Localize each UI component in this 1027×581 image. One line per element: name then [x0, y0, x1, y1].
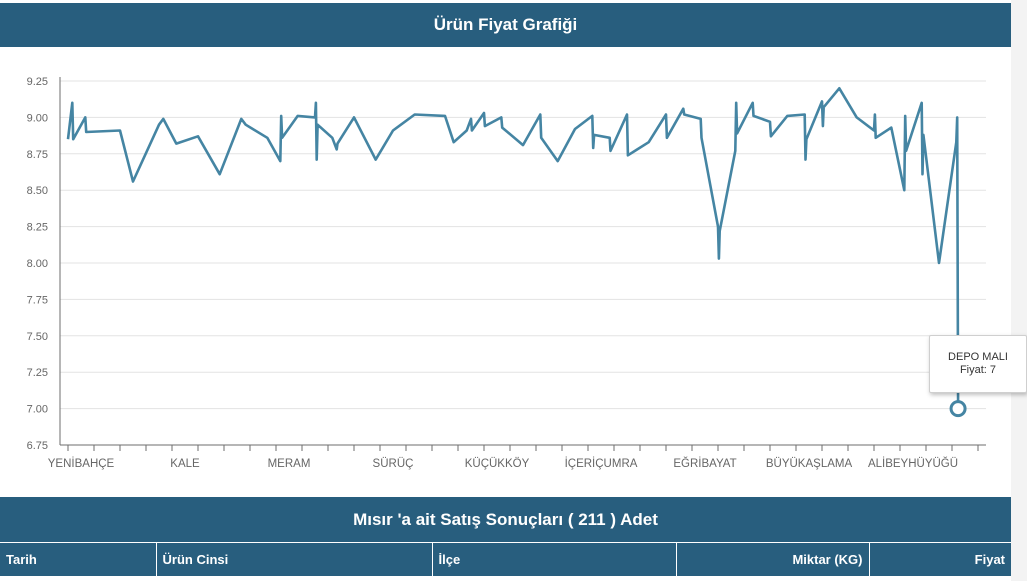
- x-tick-label: ALİBEYHÜYÜĞÜ: [868, 457, 958, 470]
- x-tick-label: EĞRİBAYAT: [673, 457, 736, 470]
- y-tick-label: 7.75: [27, 294, 48, 306]
- tooltip-value: Fiyat: 7: [959, 364, 997, 376]
- x-tick-label: KÜÇÜKKÖY: [465, 458, 530, 470]
- results-title: Mısır 'a ait Satış Sonuçları ( 211 ) Ade…: [353, 509, 658, 529]
- price-line-chart[interactable]: 6.75 7.00 7.25 7.50 7.75 8.00 8.25 8.50 8.75 9.00…: [0, 47, 1011, 497]
- y-tick-label: 8.75: [27, 149, 48, 161]
- column-header-price[interactable]: Fiyat: [869, 542, 1011, 576]
- results-table: Tarih Ürün Cinsi İlçe Miktar (KG) Fiyat: [0, 542, 1011, 576]
- x-tick-label: BÜYÜKAŞLAMA: [766, 458, 853, 470]
- x-tick-label: YENİBAHÇE: [48, 457, 115, 470]
- column-header-quantity[interactable]: Miktar (KG): [676, 542, 870, 576]
- hover-point-marker: [949, 400, 967, 418]
- results-header: Mısır 'a ait Satış Sonuçları ( 211 ) Ade…: [0, 497, 1011, 542]
- y-tick-label: 7.25: [27, 367, 48, 379]
- table-header-row: Tarih Ürün Cinsi İlçe Miktar (KG) Fiyat: [0, 542, 1011, 576]
- x-tick-label: KALE: [170, 458, 200, 470]
- y-tick-label: 6.75: [27, 440, 48, 452]
- chart-header: Ürün Fiyat Grafiği: [0, 3, 1011, 47]
- y-tick-label: 8.50: [27, 185, 48, 197]
- chart-tooltip: DEPO MALI Fiyat: 7: [929, 335, 1027, 393]
- y-tick-label: 7.50: [27, 331, 48, 343]
- chart-title: Ürün Fiyat Grafiği: [433, 15, 578, 34]
- y-tick-label: 7.00: [27, 404, 48, 416]
- y-tick-label: 9.00: [27, 112, 48, 124]
- x-tick-label: SÜRÜÇ: [373, 458, 414, 470]
- column-header-product-type[interactable]: Ürün Cinsi: [156, 542, 433, 576]
- column-header-date[interactable]: Tarih: [0, 542, 157, 576]
- tooltip-name: DEPO MALI: [948, 351, 1008, 363]
- price-series-line[interactable]: [66, 87, 960, 409]
- x-tick-label: İÇERİÇUMRA: [565, 457, 638, 470]
- chart-area: 6.75 7.00 7.25 7.50 7.75 8.00 8.25 8.50 8.75 9.00…: [0, 47, 1027, 497]
- y-tick-label: 8.00: [27, 258, 48, 270]
- page-scroll-gutter: [1011, 0, 1027, 581]
- y-tick-label: 9.25: [27, 76, 48, 88]
- x-tick-label: MERAM: [268, 458, 311, 470]
- column-header-district[interactable]: İlçe: [432, 542, 677, 576]
- y-tick-label: 8.25: [27, 222, 48, 234]
